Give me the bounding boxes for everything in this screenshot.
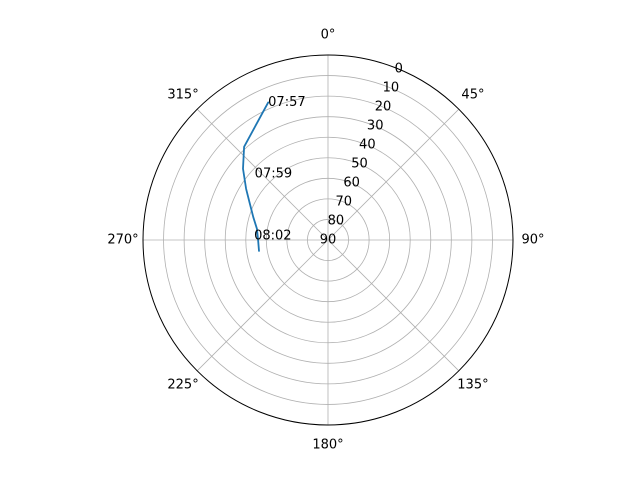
series-line	[242, 101, 270, 252]
theta-tick-label: 135°	[457, 377, 488, 392]
theta-tick-label: 0°	[321, 28, 336, 43]
r-tick-label: 80	[328, 214, 345, 229]
r-tick-label: 60	[343, 176, 360, 191]
theta-tick-label: 225°	[167, 377, 198, 392]
time-annotation: 08:02	[254, 229, 291, 244]
theta-tick-label: 45°	[461, 88, 484, 103]
r-tick-label: 20	[375, 100, 392, 115]
theta-grid-line	[196, 239, 329, 372]
r-tick-label: 10	[383, 81, 400, 96]
r-tick-label: 50	[351, 157, 368, 172]
time-annotation: 07:57	[268, 95, 305, 110]
time-annotation: 07:59	[255, 166, 292, 181]
r-tick-label: 30	[367, 119, 384, 134]
r-tick-label: 70	[335, 195, 352, 210]
r-tick-labels: 0 10 20 30 40 50 60 70 80 90	[320, 62, 403, 248]
grid-layer	[143, 55, 513, 425]
theta-tick-labels: 0° 45° 90° 135° 180° 225° 270° 315°	[107, 28, 544, 453]
theta-tick-label: 270°	[107, 233, 138, 248]
theta-grid-line	[196, 108, 329, 241]
annotation-layer: 07:57 07:59 08:02	[254, 95, 306, 244]
r-tick-label: 90	[320, 233, 337, 248]
theta-grid-line	[327, 108, 460, 241]
theta-tick-label: 315°	[167, 88, 198, 103]
theta-tick-label: 90°	[521, 233, 544, 248]
theta-grid-line	[327, 239, 460, 372]
theta-tick-label: 180°	[312, 438, 343, 453]
series-layer	[242, 101, 270, 252]
r-tick-label: 0	[395, 62, 403, 77]
polar-frame	[142, 54, 514, 426]
r-tick-label: 40	[359, 138, 376, 153]
